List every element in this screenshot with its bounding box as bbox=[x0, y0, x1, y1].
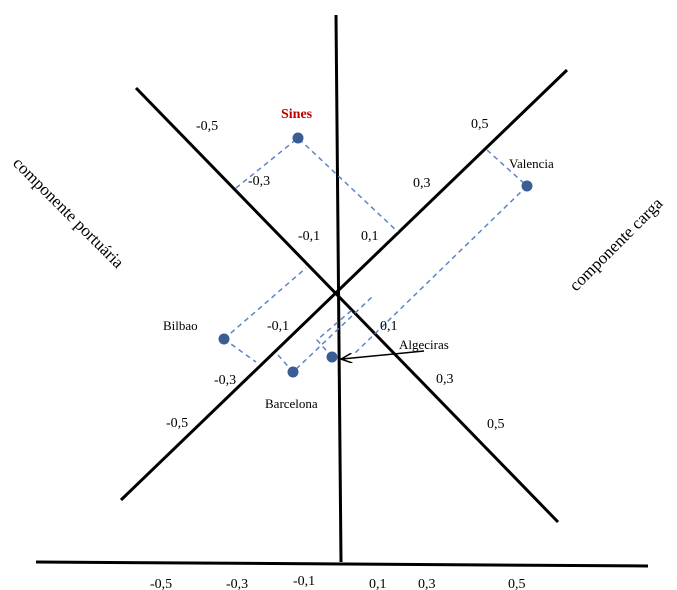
algeciras-label: Algeciras bbox=[399, 337, 449, 352]
portuaria-tick-label: -0,1 bbox=[267, 319, 289, 334]
barcelona-label: Barcelona bbox=[265, 396, 318, 411]
sines-point bbox=[292, 132, 304, 144]
algeciras-arrow bbox=[342, 350, 425, 359]
bottom-tick-label: 0,1 bbox=[369, 577, 387, 590]
valencia-point bbox=[521, 180, 533, 192]
carga-tick-label: 0,3 bbox=[413, 176, 431, 191]
carga-tick-label: 0,3 bbox=[436, 372, 454, 387]
portuaria-tick-label: -0,1 bbox=[298, 229, 320, 244]
valencia-label: Valencia bbox=[509, 156, 554, 171]
bottom-tick-label: 0,3 bbox=[418, 577, 436, 590]
bilbao-label: Bilbao bbox=[163, 318, 198, 333]
bottom-tick-label: -0,5 bbox=[150, 577, 172, 590]
sines-projection bbox=[235, 137, 399, 233]
carga-tick-label: 0,1 bbox=[361, 229, 379, 244]
bottom-tick-label: -0,1 bbox=[293, 574, 315, 589]
algeciras-point bbox=[326, 351, 338, 363]
algeciras-projection bbox=[315, 309, 353, 358]
carga-axis bbox=[119, 68, 569, 502]
portuaria-tick-label: -0,3 bbox=[248, 174, 270, 189]
bilbao-point bbox=[218, 333, 230, 345]
bottom-tick-label: 0,5 bbox=[508, 577, 526, 590]
bilbao-projection bbox=[223, 267, 307, 363]
portuaria-tick-label: -0,3 bbox=[214, 373, 236, 388]
portuaria-tick-label: -0,5 bbox=[166, 416, 188, 431]
sines-label: Sines bbox=[281, 107, 313, 122]
componente-carga-label: componente carga bbox=[565, 194, 666, 295]
carga-tick-label: 0,5 bbox=[487, 417, 505, 432]
bottom-axis bbox=[35, 560, 649, 568]
carga-tick-label: 0,1 bbox=[380, 319, 398, 334]
bottom-tick-label: -0,3 bbox=[226, 577, 248, 590]
portuaria-axis bbox=[134, 86, 560, 524]
componente-portuaria-label: componente portuária bbox=[9, 153, 128, 272]
carga-tick-label: 0,5 bbox=[471, 117, 489, 132]
barcelona-point bbox=[287, 366, 299, 378]
portuaria-tick-label: -0,5 bbox=[196, 119, 218, 134]
